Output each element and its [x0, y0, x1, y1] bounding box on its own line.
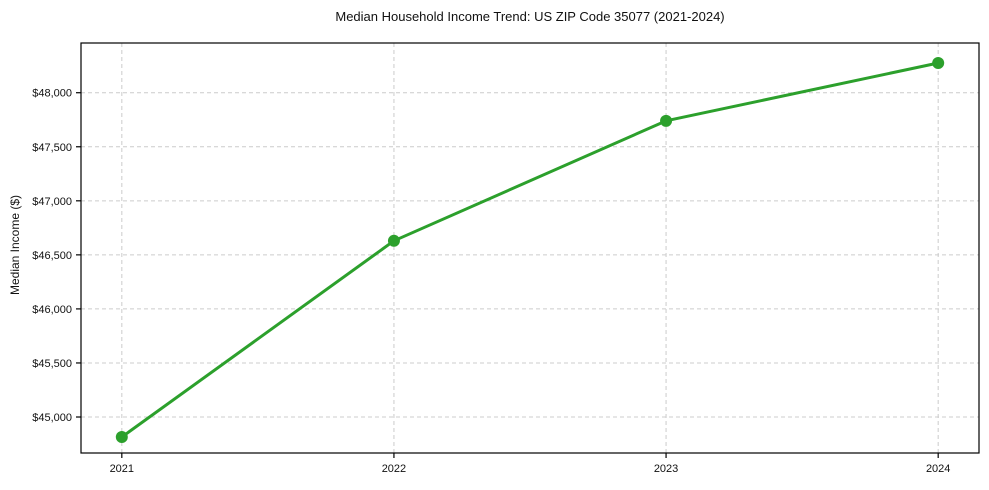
data-point-2023 — [660, 114, 673, 127]
chart-title: Median Household Income Trend: US ZIP Co… — [335, 9, 725, 24]
y-tick-label: $48,000 — [32, 88, 72, 100]
x-tick-label: 2022 — [382, 463, 406, 475]
trend-line — [120, 61, 940, 439]
y-tick-label: $46,500 — [32, 250, 72, 262]
y-tick-label: $45,000 — [32, 412, 72, 424]
data-point-2024 — [932, 56, 945, 69]
y-axis-label-container: Median Income ($) — [2, 0, 28, 490]
x-tick-label: 2023 — [654, 463, 678, 475]
x-tick-label: 2024 — [926, 463, 950, 475]
y-tick-label: $47,000 — [32, 196, 72, 208]
data-point-2021 — [115, 431, 128, 444]
data-point-2022 — [387, 234, 400, 247]
x-tick-label: 2021 — [110, 463, 134, 475]
y-tick-label: $45,500 — [32, 358, 72, 370]
y-tick-label: $46,000 — [32, 304, 72, 316]
plot-border — [80, 42, 980, 454]
y-axis-label: Median Income ($) — [8, 194, 23, 296]
y-tick-label: $47,500 — [32, 142, 72, 154]
